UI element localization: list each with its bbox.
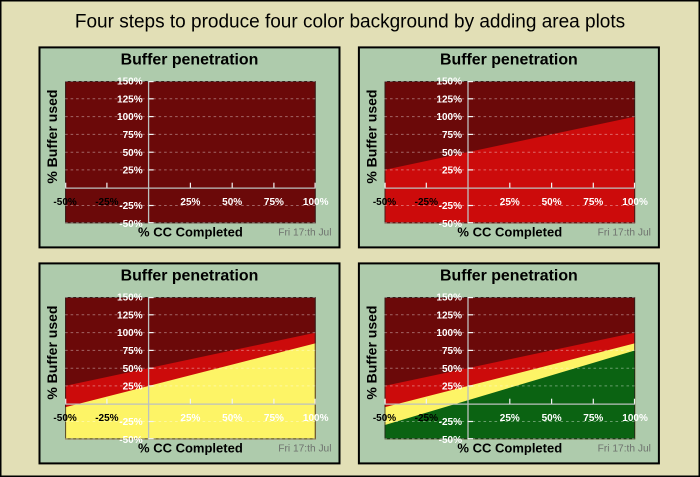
svg-text:25%: 25% [442,166,462,177]
svg-text:50%: 50% [222,413,242,424]
svg-text:Buffer penetration: Buffer penetration [121,52,259,69]
svg-text:-25%: -25% [119,201,142,212]
svg-text:25%: 25% [180,197,200,208]
svg-text:25%: 25% [500,413,520,424]
svg-text:% Buffer used: % Buffer used [44,306,60,400]
svg-text:50%: 50% [123,364,143,375]
svg-text:-50%: -50% [373,197,396,208]
svg-text:100%: 100% [436,328,462,339]
svg-text:75%: 75% [264,197,284,208]
svg-text:50%: 50% [442,364,462,375]
svg-text:100%: 100% [436,112,462,123]
svg-text:Fri 17:th Jul: Fri 17:th Jul [278,444,331,455]
svg-text:25%: 25% [123,382,143,393]
svg-text:% CC Completed: % CC Completed [138,441,243,456]
svg-text:-25%: -25% [415,197,438,208]
svg-text:125%: 125% [436,94,462,105]
svg-text:-50%: -50% [53,197,76,208]
svg-text:-50%: -50% [119,219,142,230]
svg-text:-25%: -25% [415,413,438,424]
svg-text:125%: 125% [117,310,143,321]
svg-text:-50%: -50% [373,413,396,424]
svg-text:100%: 100% [303,197,329,208]
svg-text:Fri 17:th Jul: Fri 17:th Jul [598,228,651,239]
svg-text:150%: 150% [117,77,143,88]
svg-text:50%: 50% [442,148,462,159]
svg-text:50%: 50% [222,197,242,208]
svg-text:-50%: -50% [119,435,142,446]
svg-text:-50%: -50% [439,219,462,230]
svg-text:75%: 75% [442,130,462,141]
svg-text:150%: 150% [436,293,462,304]
svg-text:Fri 17:th Jul: Fri 17:th Jul [278,228,331,239]
svg-text:Four steps to produce four col: Four steps to produce four color backgro… [75,12,625,33]
svg-text:100%: 100% [117,328,143,339]
svg-text:% Buffer used: % Buffer used [44,90,60,184]
svg-text:% Buffer used: % Buffer used [363,306,379,400]
svg-text:Buffer penetration: Buffer penetration [440,52,578,69]
svg-text:75%: 75% [123,346,143,357]
svg-text:150%: 150% [436,77,462,88]
svg-text:25%: 25% [123,166,143,177]
svg-text:75%: 75% [583,413,603,424]
svg-text:% CC Completed: % CC Completed [457,225,562,240]
svg-text:100%: 100% [117,112,143,123]
svg-text:125%: 125% [117,94,143,105]
svg-text:-25%: -25% [439,201,462,212]
svg-text:% Buffer used: % Buffer used [363,90,379,184]
svg-text:50%: 50% [542,197,562,208]
svg-text:25%: 25% [442,382,462,393]
svg-text:150%: 150% [117,293,143,304]
svg-text:50%: 50% [123,148,143,159]
svg-text:-25%: -25% [95,197,118,208]
svg-text:25%: 25% [500,197,520,208]
svg-text:% CC Completed: % CC Completed [457,441,562,456]
svg-text:% CC Completed: % CC Completed [138,225,243,240]
svg-text:100%: 100% [622,413,648,424]
svg-text:100%: 100% [303,413,329,424]
svg-text:75%: 75% [123,130,143,141]
svg-text:-25%: -25% [95,413,118,424]
svg-text:Buffer penetration: Buffer penetration [121,268,259,285]
svg-text:Buffer penetration: Buffer penetration [440,268,578,285]
svg-text:125%: 125% [436,310,462,321]
svg-text:100%: 100% [622,197,648,208]
svg-text:75%: 75% [264,413,284,424]
svg-text:75%: 75% [442,346,462,357]
svg-text:-50%: -50% [439,435,462,446]
svg-text:25%: 25% [180,413,200,424]
svg-text:-50%: -50% [53,413,76,424]
svg-text:-25%: -25% [439,417,462,428]
svg-text:-25%: -25% [119,417,142,428]
svg-text:75%: 75% [583,197,603,208]
svg-text:50%: 50% [542,413,562,424]
svg-text:Fri 17:th Jul: Fri 17:th Jul [598,444,651,455]
